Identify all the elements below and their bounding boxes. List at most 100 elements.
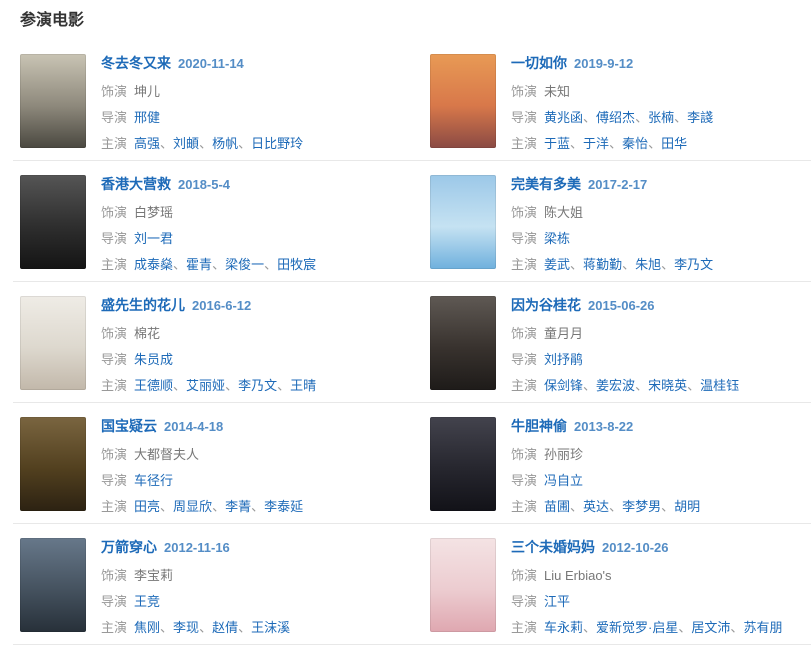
person-link[interactable]: 杨帆 (212, 136, 239, 151)
person-link[interactable]: 江平 (544, 594, 571, 609)
person-link[interactable]: 李菁 (225, 499, 252, 514)
person-link[interactable]: 蒋勤勤 (583, 257, 623, 272)
title-line: 牛胆神偷 2013-8-22 (511, 418, 700, 435)
blue-sky-poster[interactable] (430, 175, 496, 269)
person-link[interactable]: 霍青 (186, 257, 213, 272)
person-link[interactable]: 爱新觉罗·启星 (596, 620, 679, 635)
movie-details: 香港大营救 2018-5-4 饰演 白梦瑶 导演 刘一君 主演 成泰燊、霍青、梁俊一、田牧宸 (101, 175, 316, 272)
name-separator: 、 (199, 620, 213, 635)
person-link[interactable]: 刘一君 (134, 231, 174, 246)
movie-title-link[interactable]: 三个未婚妈妈 (511, 539, 595, 555)
movie-title-link[interactable]: 牛胆神偷 (511, 418, 567, 434)
movie-date: 2016-6-12 (192, 298, 252, 313)
person-link[interactable]: 王沫溪 (251, 620, 291, 635)
movie-title-link[interactable]: 国宝疑云 (101, 418, 157, 434)
person-link[interactable]: 田牧宸 (277, 257, 317, 272)
name-separator: 、 (173, 378, 187, 393)
person-link[interactable]: 车径行 (134, 473, 174, 488)
director-line: 导演 王竞 (101, 594, 290, 609)
name-separator: 、 (570, 499, 584, 514)
person-link[interactable]: 傅绍杰 (596, 110, 636, 125)
name-separator: 、 (583, 110, 597, 125)
movie-title-link[interactable]: 盛先生的花儿 (101, 297, 185, 313)
person-link[interactable]: 于蓝 (544, 136, 571, 151)
movie-details: 牛胆神偷 2013-8-22 饰演 孙丽珍 导演 冯自立 主演 苗圃、英达、李梦男、胡明 (511, 417, 700, 514)
section-title: 参演电影 (20, 12, 85, 29)
cast-line: 主演 保剑锋、姜宏波、宋晓英、温桂钰 (511, 378, 739, 393)
person-link[interactable]: 刘頔 (173, 136, 200, 151)
name-separator: 、 (199, 136, 213, 151)
role-value: Liu Erbiao's (544, 568, 612, 583)
person-link[interactable]: 王晴 (290, 378, 317, 393)
person-link[interactable]: 梁俊一 (225, 257, 265, 272)
movie-title-link[interactable]: 万箭穿心 (101, 539, 157, 555)
cast-line: 主演 田亮、周显欣、李菁、李泰延 (101, 499, 303, 514)
person-link[interactable]: 邢健 (134, 110, 161, 125)
person-link[interactable]: 高强 (134, 136, 161, 151)
person-link[interactable]: 苏有朋 (743, 620, 783, 635)
person-link[interactable]: 焦刚 (134, 620, 161, 635)
person-link[interactable]: 于洋 (583, 136, 610, 151)
movie-title-link[interactable]: 因为谷桂花 (511, 297, 581, 313)
person-link[interactable]: 英达 (583, 499, 610, 514)
title-line: 三个未婚妈妈 2012-10-26 (511, 539, 782, 556)
person-link[interactable]: 苗圃 (544, 499, 571, 514)
person-link[interactable]: 成泰燊 (134, 257, 174, 272)
person-link[interactable]: 黄兆函 (544, 110, 584, 125)
person-link[interactable]: 冯自立 (544, 473, 584, 488)
person-link[interactable]: 刘抒鹃 (544, 352, 584, 367)
cartoon-light-poster[interactable] (20, 296, 86, 390)
person-link[interactable]: 王竞 (134, 594, 161, 609)
person-link[interactable]: 李乃文 (674, 257, 714, 272)
person-link[interactable]: 姜宏波 (596, 378, 636, 393)
person-link[interactable]: 王德顺 (134, 378, 174, 393)
orange-illustration-poster[interactable] (430, 54, 496, 148)
cast-line: 主演 车永莉、爱新觉罗·启星、居文沛、苏有朋 (511, 620, 782, 635)
person-link[interactable]: 田华 (661, 136, 688, 151)
movie-title-link[interactable]: 香港大营救 (101, 176, 171, 192)
person-link[interactable]: 李现 (173, 620, 200, 635)
dark-red-text-poster[interactable] (430, 296, 496, 390)
person-link[interactable]: 李乃文 (238, 378, 278, 393)
movie-details: 因为谷桂花 2015-06-26 饰演 童月月 导演 刘抒鹃 主演 保剑锋、姜宏波、宋晓英、温… (511, 296, 739, 393)
blue-gray-portrait-poster[interactable] (20, 538, 86, 632)
ink-wash-poster[interactable] (20, 54, 86, 148)
person-link[interactable]: 温桂钰 (700, 378, 740, 393)
person-link[interactable]: 朱员成 (134, 352, 174, 367)
dark-lineup-poster[interactable] (430, 417, 496, 511)
person-link[interactable]: 日比野玲 (251, 136, 304, 151)
movie-title-link[interactable]: 一切如你 (511, 55, 567, 71)
person-link[interactable]: 周显欣 (173, 499, 213, 514)
movie-title-link[interactable]: 冬去冬又来 (101, 55, 171, 71)
role-label: 饰演 (511, 326, 538, 341)
director-label: 导演 (511, 110, 538, 125)
name-separator: 、 (264, 257, 278, 272)
movie-title-link[interactable]: 完美有多美 (511, 176, 581, 192)
person-link[interactable]: 李泰延 (264, 499, 304, 514)
person-link[interactable]: 保剑锋 (544, 378, 584, 393)
person-link[interactable]: 车永莉 (544, 620, 584, 635)
person-link[interactable]: 居文沛 (691, 620, 731, 635)
person-link[interactable]: 秦怡 (622, 136, 649, 151)
person-link[interactable]: 赵倩 (212, 620, 239, 635)
name-separator: 、 (661, 499, 675, 514)
person-link[interactable]: 田亮 (134, 499, 161, 514)
dark-faces-poster[interactable] (20, 175, 86, 269)
person-link[interactable]: 姜武 (544, 257, 571, 272)
person-link[interactable]: 宋晓英 (648, 378, 688, 393)
person-link[interactable]: 胡明 (674, 499, 701, 514)
brown-gold-poster[interactable] (20, 417, 86, 511)
person-link[interactable]: 李梦男 (622, 499, 662, 514)
cast-line: 主演 王德顺、艾丽娅、李乃文、王晴 (101, 378, 316, 393)
person-link[interactable]: 朱旭 (635, 257, 662, 272)
person-link[interactable]: 张楠 (648, 110, 675, 125)
person-link[interactable]: 梁栋 (544, 231, 571, 246)
name-separator: 、 (238, 620, 252, 635)
name-separator: 、 (583, 378, 597, 393)
person-link[interactable]: 艾丽娅 (186, 378, 226, 393)
pink-heart-poster[interactable] (430, 538, 496, 632)
person-link[interactable]: 李諓 (687, 110, 714, 125)
title-line: 一切如你 2019-9-12 (511, 55, 713, 72)
role-line: 饰演 未知 (511, 84, 713, 99)
name-separator: 、 (251, 499, 265, 514)
